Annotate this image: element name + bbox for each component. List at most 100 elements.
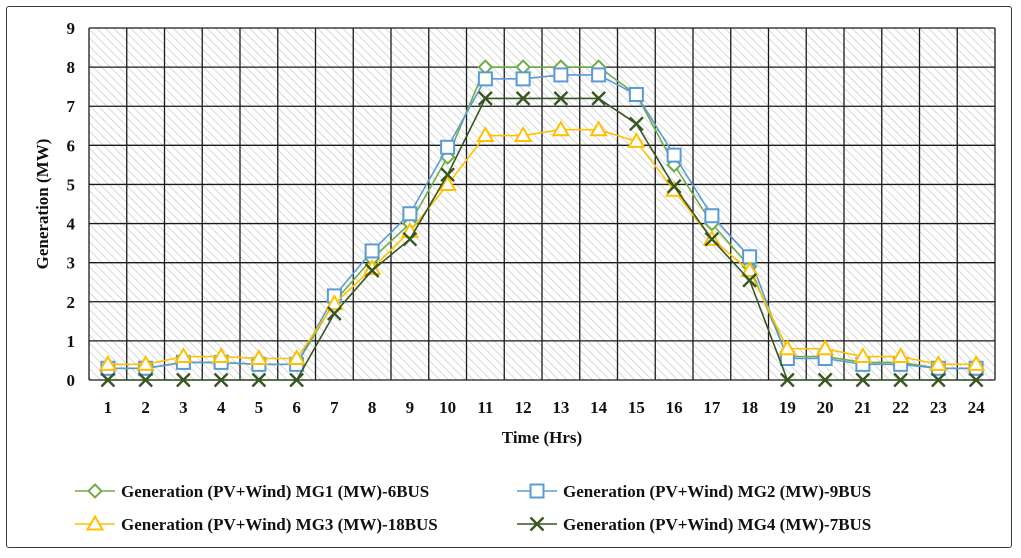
- series-2-point: [591, 67, 607, 83]
- x-tick-label: 9: [406, 398, 415, 417]
- y-tick-label: 4: [67, 215, 76, 234]
- series-3-point: [98, 354, 118, 371]
- series-3-point: [740, 260, 759, 277]
- series-3-point: [287, 348, 306, 365]
- series-3-point: [778, 339, 797, 356]
- x-tick-label: 20: [817, 398, 834, 417]
- series-2-point: [440, 139, 456, 155]
- x-tick-label: 5: [255, 398, 264, 417]
- series-4-point: [742, 272, 757, 288]
- series-3-point: [589, 120, 608, 137]
- series-4-point: [704, 231, 720, 247]
- series-3-point: [966, 354, 986, 371]
- series-4-point: [666, 179, 682, 194]
- x-tick-label: 12: [515, 398, 532, 417]
- legend-item-3[interactable]: Generation (PV+Wind) MG3 (MW)-18BUS: [75, 514, 438, 534]
- series-4-point: [855, 372, 871, 388]
- series-4-point: [629, 116, 644, 132]
- series-4-point: [817, 372, 833, 388]
- x-tick-label: 17: [703, 398, 721, 417]
- x-tick-label: 11: [477, 398, 493, 417]
- y-tick-label: 8: [67, 58, 76, 77]
- series-3-point: [174, 347, 193, 364]
- legend-label: Generation (PV+Wind) MG3 (MW)-18BUS: [121, 515, 438, 534]
- series-3-point: [438, 174, 457, 191]
- series-2-point: [515, 71, 531, 87]
- legend[interactable]: Generation (PV+Wind) MG1 (MW)-6BUS Genera…: [75, 482, 871, 534]
- x-tick-label: 21: [854, 398, 871, 417]
- series-2-point: [402, 206, 418, 222]
- y-axis-ticks: 0 1 2 3 4 5 6 7 8 9: [67, 19, 76, 390]
- series-3-point: [249, 348, 269, 365]
- x-tick-label: 24: [968, 398, 986, 417]
- series-3-point: [476, 126, 495, 143]
- series-3-point: [929, 354, 948, 371]
- series-4-point: [553, 91, 569, 106]
- series-4-point: [931, 372, 946, 388]
- series-4-point: [138, 372, 153, 388]
- series-4-point: [440, 167, 455, 183]
- legend-item-4[interactable]: Generation (PV+Wind) MG4 (MW)-7BUS: [517, 515, 871, 534]
- series-3-point: [325, 294, 344, 311]
- series-4-point: [251, 372, 267, 388]
- series-3-point: [136, 354, 155, 371]
- series-4-point: [478, 91, 493, 106]
- series-2-point: [666, 147, 682, 163]
- series-4-point: [213, 372, 229, 388]
- series-4-point: [100, 372, 116, 388]
- y-tick-label: 2: [67, 293, 76, 312]
- x-tick-label: 18: [741, 398, 758, 417]
- x-tick-label: 13: [552, 398, 569, 417]
- x-tick-label: 1: [104, 398, 113, 417]
- x-tick-label: 14: [590, 398, 608, 417]
- series-3: [98, 120, 986, 371]
- x-tick-label: 15: [628, 398, 645, 417]
- series-3-point: [551, 120, 571, 137]
- x-tick-label: 7: [330, 398, 339, 417]
- series-4-point: [364, 263, 380, 278]
- series-4: [100, 91, 984, 388]
- x-tick-label: 3: [179, 398, 188, 417]
- y-tick-label: 7: [67, 97, 76, 116]
- series-2-point: [628, 86, 644, 102]
- x-tick-label: 8: [368, 398, 377, 417]
- x-axis-title: Time (Hrs): [502, 428, 582, 447]
- series-3-point: [815, 339, 835, 356]
- series-3-line: [107, 128, 977, 366]
- series-4-point: [893, 372, 908, 388]
- series-2-point: [364, 243, 380, 259]
- series-4-point: [968, 372, 984, 388]
- series-4-point: [176, 372, 191, 388]
- y-tick-label: 1: [67, 332, 76, 351]
- chart-frame: [6, 6, 1012, 548]
- x-tick-label: 4: [217, 398, 226, 417]
- legend-label: Generation (PV+Wind) MG1 (MW)-6BUS: [121, 482, 429, 501]
- series-4-point: [591, 91, 606, 106]
- legend-marker: [87, 483, 103, 499]
- series-3-point: [891, 347, 910, 364]
- series-3-point: [211, 347, 231, 364]
- legend-label: Generation (PV+Wind) MG2 (MW)-9BUS: [563, 482, 871, 501]
- series-group: [98, 59, 986, 388]
- legend-marker: [529, 516, 545, 532]
- x-tick-label: 2: [141, 398, 150, 417]
- y-tick-label: 5: [67, 175, 76, 194]
- series-4-point: [780, 372, 795, 388]
- x-tick-label: 16: [666, 398, 683, 417]
- legend-item-1[interactable]: Generation (PV+Wind) MG1 (MW)-6BUS: [75, 482, 429, 501]
- series-4-point: [327, 306, 342, 321]
- y-tick-label: 0: [67, 371, 76, 390]
- series-4-point: [289, 372, 304, 388]
- series-2-point: [553, 67, 569, 83]
- legend-marker: [529, 483, 545, 499]
- y-tick-label: 6: [67, 136, 76, 155]
- series-4-line: [107, 97, 977, 381]
- series-2-point: [704, 208, 720, 224]
- series-4-point: [402, 231, 418, 247]
- series-2-point: [477, 71, 493, 87]
- series-4-point: [515, 91, 531, 106]
- legend-item-2[interactable]: Generation (PV+Wind) MG2 (MW)-9BUS: [517, 482, 871, 501]
- series-3-point: [627, 131, 646, 148]
- y-axis-title: Generation (MW): [33, 139, 52, 270]
